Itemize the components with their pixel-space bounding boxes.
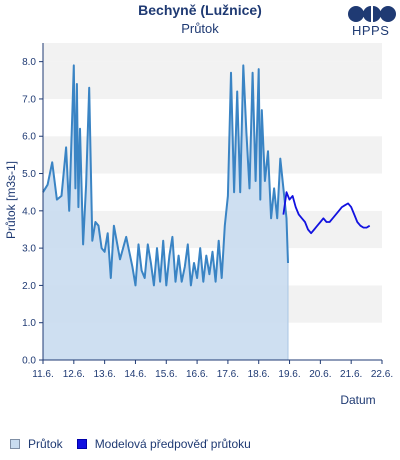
y-tick-label: 1.0: [22, 318, 36, 329]
legend-item: Průtok: [10, 437, 63, 451]
y-tick-label: 5.0: [22, 169, 36, 180]
series-lines: [42, 64, 371, 287]
legend-swatch: [10, 439, 20, 449]
x-tick-labels: 11.6. 12.6. 13.6. 14.6. 15.6. 16.6. 17.6. 18.6.…: [32, 360, 393, 380]
series-area-prutok: [43, 65, 288, 361]
y-tick-label: 6.0: [22, 132, 36, 143]
legend-item: Modelová předpověď průtoku: [76, 437, 251, 451]
y-tick-labels: 0.0 1.0 2.0 3.0 4.0 5.0 6.0 7.0 8.0: [22, 57, 43, 367]
y-tick-label: 7.0: [22, 94, 36, 105]
legend: Průtok Modelová předpověď průtoku: [10, 437, 265, 452]
hpps-logo-icon: [348, 6, 396, 22]
grid-band: [43, 43, 382, 62]
y-tick-label: 0.0: [22, 356, 36, 367]
grid-band: [43, 98, 382, 137]
x-tick-label: 21.6.: [340, 369, 362, 380]
legend-label: Průtok: [28, 437, 63, 451]
series-line-prutok: [42, 64, 289, 287]
chart-title: Bechyně (Lužnice): [138, 2, 262, 18]
y-tick-label: 3.0: [22, 244, 36, 255]
y-axis-label: Průtok [m3s-1]: [4, 161, 18, 239]
x-tick-label: 13.6.: [94, 369, 116, 380]
y-tick-label: 4.0: [22, 206, 36, 217]
series-line-predpoved: [282, 191, 371, 235]
grid-band: [43, 61, 382, 99]
x-tick-label: 15.6.: [155, 369, 177, 380]
x-tick-label: 22.6.: [371, 369, 393, 380]
grid-band: [43, 136, 382, 174]
legend-label: Modelová předpověď průtoku: [94, 437, 251, 451]
grid-band: [43, 173, 382, 211]
legend-swatch: [76, 439, 87, 449]
x-tick-label: 16.6.: [186, 369, 208, 380]
y-tick-label: 8.0: [22, 57, 36, 68]
logo-text: HPPS: [352, 23, 390, 38]
x-tick-label: 14.6.: [124, 369, 146, 380]
x-tick-label: 18.6.: [248, 369, 270, 380]
series-areas: [43, 65, 289, 361]
x-tick-label: 12.6.: [63, 369, 85, 380]
x-axis-label: Datum: [340, 393, 375, 407]
chart-area: 0.0 1.0 2.0 3.0 4.0 5.0 6.0 7.0 8.0 11.6. 12.6. 13…: [4, 43, 393, 407]
chart-subtitle: Průtok: [181, 21, 219, 36]
y-tick-label: 2.0: [22, 281, 36, 292]
x-tick-label: 19.6.: [278, 369, 300, 380]
x-tick-label: 17.6.: [217, 369, 239, 380]
axes: [42, 43, 382, 361]
x-tick-label: 11.6.: [32, 369, 54, 380]
x-tick-label: 20.6.: [309, 369, 331, 380]
